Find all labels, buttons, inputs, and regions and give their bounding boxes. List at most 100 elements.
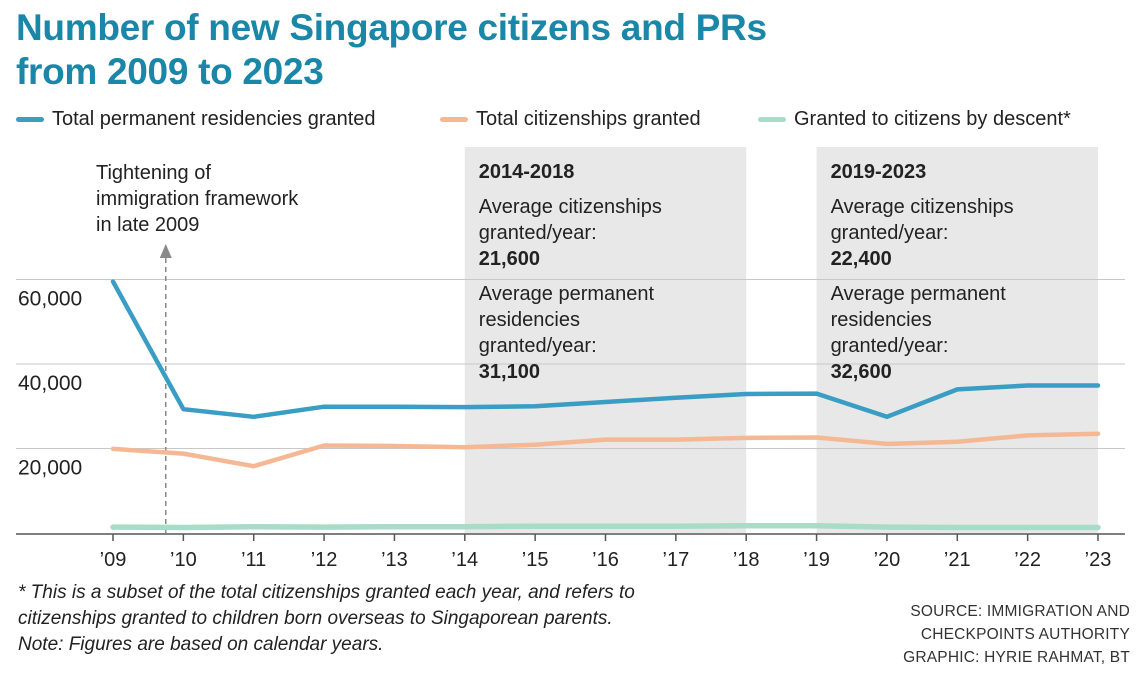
data-point-pr [322, 405, 326, 409]
data-point-descent [1096, 526, 1100, 530]
x-tick-label: ’17 [663, 549, 690, 571]
data-point-pr [392, 405, 396, 409]
data-point-pr [604, 400, 607, 404]
data-point-descent [955, 526, 959, 530]
data-point-pr [252, 415, 256, 419]
band-heading: 2019-2023 [831, 161, 927, 183]
data-point-pr [111, 280, 115, 284]
data-point-descent [885, 525, 889, 529]
data-point-citizenship [604, 438, 607, 442]
x-tick-label: ’21 [944, 549, 971, 571]
chart-title: Number of new Singapore citizens and PRs… [16, 6, 1116, 94]
data-point-descent [322, 525, 326, 529]
x-tick-label: ’22 [1014, 549, 1041, 571]
data-point-descent [111, 525, 115, 529]
source-line: SOURCE: IMMIGRATION AND [910, 603, 1130, 620]
band-label: residencies [831, 309, 932, 331]
x-tick-label: ’18 [733, 549, 760, 571]
x-tick-label: ’16 [592, 549, 619, 571]
legend-item-descent: Granted to citizens by descent* [758, 108, 1071, 131]
band-value: 32,600 [831, 361, 892, 383]
band-label: residencies [479, 309, 580, 331]
data-point-citizenship [1026, 433, 1030, 437]
x-tick-label: ’15 [522, 549, 549, 571]
band-value: 21,600 [479, 248, 540, 270]
data-point-descent [1026, 526, 1030, 530]
data-point-descent [533, 524, 537, 528]
data-point-descent [604, 524, 607, 528]
data-point-citizenship [955, 440, 959, 444]
data-point-citizenship [815, 436, 819, 440]
data-point-citizenship [885, 442, 889, 446]
data-point-descent [744, 524, 748, 528]
x-tick-label: ’10 [170, 549, 197, 571]
band-label: Average citizenships [831, 196, 1014, 218]
y-tick-label: 40,000 [18, 372, 82, 395]
data-point-citizenship [111, 447, 115, 451]
data-point-pr [181, 407, 185, 411]
footnote-line: citizenships granted to children born ov… [18, 608, 613, 629]
x-tick-label: ’12 [311, 549, 338, 571]
data-point-pr [674, 396, 678, 400]
data-point-citizenship [252, 464, 256, 468]
legend-item-citizenship: Total citizenships granted [440, 108, 701, 131]
x-tick-label: ’19 [803, 549, 830, 571]
x-tick-label: ’23 [1085, 549, 1112, 571]
band-value: 22,400 [831, 248, 892, 270]
legend-swatch-descent [758, 117, 786, 122]
data-point-descent [252, 525, 256, 529]
data-point-pr [1096, 384, 1100, 388]
band-label: granted/year: [831, 222, 949, 244]
period-band-2014-2018 [464, 147, 747, 533]
footnote: * This is a subset of the total citizens… [18, 580, 808, 658]
data-point-citizenship [533, 443, 537, 447]
data-point-pr [885, 415, 889, 419]
data-point-citizenship [1096, 432, 1100, 436]
legend-label-descent: Granted to citizens by descent* [794, 108, 1071, 130]
arrow-up-icon [159, 244, 172, 258]
data-point-pr [1026, 384, 1030, 388]
band-label: granted/year: [479, 335, 597, 357]
band-label: Average permanent [831, 283, 1007, 305]
band-heading: 2014-2018 [479, 161, 575, 183]
data-point-citizenship [392, 444, 396, 448]
x-tick-label: ’14 [451, 549, 478, 571]
legend-label-pr: Total permanent residencies granted [52, 108, 376, 130]
data-point-descent [181, 526, 185, 530]
annotation-text: immigration framework [96, 188, 299, 210]
legend-swatch-citizenship [440, 117, 468, 122]
data-point-descent [674, 524, 678, 528]
data-point-citizenship [463, 445, 467, 449]
footnote-line: Note: Figures are based on calendar year… [18, 634, 384, 655]
chart-legend: Total permanent residencies granted Tota… [16, 108, 1126, 134]
annotation-text: Tightening of [96, 162, 211, 184]
data-point-citizenship [674, 438, 678, 442]
legend-item-pr: Total permanent residencies granted [16, 108, 376, 131]
x-tick-label: ’09 [100, 549, 127, 571]
data-point-pr [955, 387, 959, 391]
band-label: Average permanent [479, 283, 655, 305]
y-tick-label: 20,000 [18, 457, 82, 480]
data-point-citizenship [322, 444, 326, 448]
y-tick-label: 60,000 [18, 288, 82, 311]
data-point-descent [392, 525, 396, 529]
source-line: GRAPHIC: HYRIE RAHMAT, BT [903, 649, 1130, 666]
band-label: granted/year: [479, 222, 597, 244]
band-label: granted/year: [831, 335, 949, 357]
source-line: CHECKPOINTS AUTHORITY [920, 626, 1130, 643]
data-point-pr [533, 404, 537, 408]
data-point-descent [463, 525, 467, 529]
legend-swatch-pr [16, 117, 44, 122]
legend-label-citizenship: Total citizenships granted [476, 108, 701, 130]
band-value: 31,100 [479, 361, 540, 383]
chart-title-line-2: from 2009 to 2023 [16, 51, 324, 92]
annotation-text: in late 2009 [96, 214, 199, 236]
data-point-citizenship [181, 452, 185, 456]
data-point-descent [815, 524, 819, 528]
data-point-pr [815, 392, 819, 396]
source-credit: SOURCE: IMMIGRATION AND CHECKPOINTS AUTH… [830, 600, 1130, 669]
chart-title-line-1: Number of new Singapore citizens and PRs [16, 7, 767, 48]
x-tick-label: ’11 [241, 549, 266, 571]
data-point-pr [463, 405, 467, 409]
